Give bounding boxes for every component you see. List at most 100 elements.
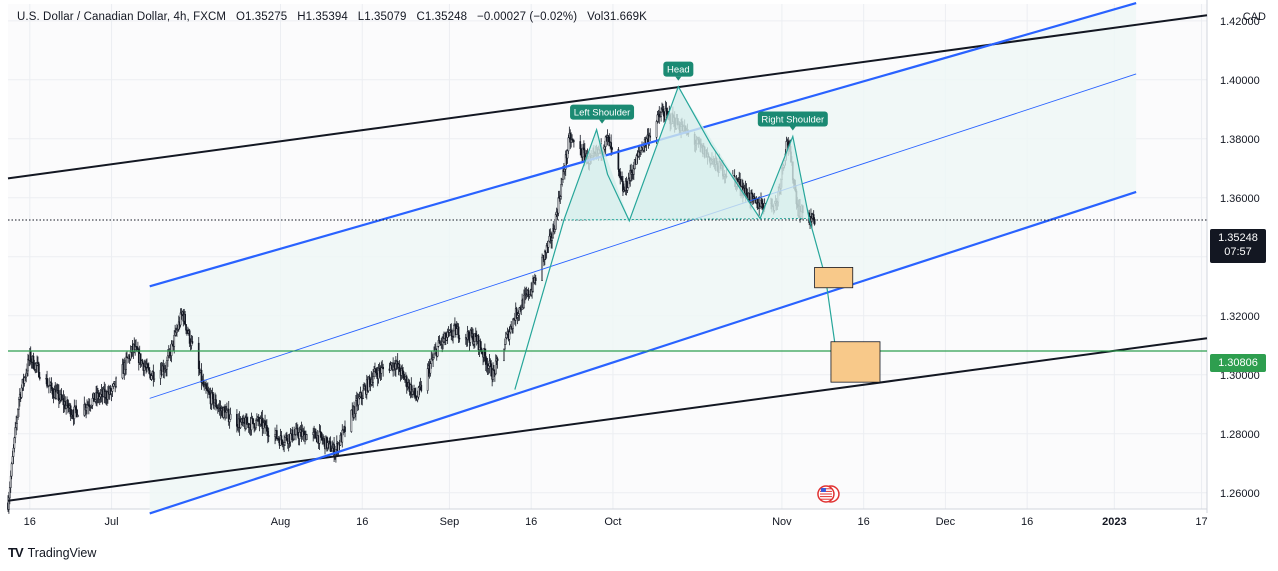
candle-body	[429, 363, 432, 374]
candle-body	[274, 434, 276, 437]
candle-body	[665, 108, 668, 112]
us-flag-canton	[820, 488, 826, 492]
candle-body	[433, 353, 435, 358]
candle-body	[649, 135, 652, 138]
candle-body	[479, 340, 482, 349]
channel-fill	[149, 3, 1137, 514]
candle-body	[382, 366, 384, 370]
candle-body	[259, 418, 262, 425]
ohlc-close-label: C	[416, 11, 425, 23]
candle-body	[583, 147, 585, 151]
candle-body	[197, 342, 200, 369]
candle-body	[38, 363, 40, 378]
candle-body	[112, 383, 115, 387]
candle-body	[170, 343, 173, 356]
ohlc-open: 1.35275	[245, 11, 288, 23]
candle-body	[166, 360, 168, 370]
candle-body	[239, 421, 242, 428]
candle-body	[129, 351, 132, 360]
volume-label: Vol	[587, 11, 604, 23]
candle-body	[25, 372, 28, 378]
candle-body	[38, 376, 41, 379]
candle-body	[619, 171, 622, 177]
candle-body	[534, 277, 537, 281]
candle-body	[527, 290, 530, 297]
candle-body	[813, 218, 816, 225]
candle-body	[362, 389, 365, 399]
candle-body	[496, 358, 499, 361]
candle-body	[375, 372, 378, 376]
symbol-title[interactable]: U.S. Dollar / Canadian Dollar, 4h, FXCM	[17, 11, 227, 23]
candle-body	[490, 363, 493, 377]
candle-body	[11, 456, 14, 465]
candle-body	[93, 392, 96, 402]
candle-body	[516, 315, 519, 318]
candle-body	[473, 341, 475, 345]
candle-body	[167, 355, 169, 361]
candle-body	[489, 360, 492, 364]
ohlc-high: 1.35394	[305, 11, 348, 23]
channel-upper-line	[149, 2, 1137, 288]
candle-body	[430, 358, 433, 364]
candle-body	[267, 435, 270, 437]
left-shoulder-label-bg	[570, 104, 635, 120]
ohlc-low: 1.35079	[364, 11, 407, 23]
candle-body	[173, 334, 176, 347]
candle-body	[203, 385, 206, 387]
candle-body	[51, 388, 54, 395]
time-tick-label: 16	[1021, 516, 1033, 528]
time-tick-label: 16	[24, 516, 36, 528]
candle-body	[474, 333, 477, 338]
candle-body	[29, 351, 32, 362]
candle-body	[301, 431, 304, 437]
candle-body	[573, 140, 575, 142]
candle-body	[610, 142, 612, 148]
candle-body	[341, 429, 344, 443]
candle-body	[484, 356, 487, 365]
candle-body	[283, 442, 285, 445]
candle-body	[330, 450, 333, 453]
candle-body	[617, 149, 620, 170]
candle-body	[236, 413, 238, 427]
tradingview-brand[interactable]: TV TradingView	[8, 545, 96, 560]
candle-body	[257, 417, 260, 422]
candle-body	[147, 367, 150, 371]
head-label-bg	[663, 61, 694, 77]
price-tick-label: 1.42000	[1220, 16, 1260, 28]
neckline	[563, 217, 810, 221]
candle-body	[620, 176, 622, 180]
support-level-badge: 1.30806	[1210, 354, 1266, 372]
candle-body	[289, 433, 292, 443]
ohlc-change: −0.00027 (−0.02%)	[477, 11, 578, 23]
candle-body	[58, 390, 60, 401]
candle-body	[547, 240, 550, 248]
candle-body	[148, 370, 151, 375]
candle-body	[420, 384, 423, 391]
candle-body	[293, 434, 295, 440]
time-tick-label: Jul	[105, 516, 119, 528]
candle-body	[20, 387, 23, 398]
candle-body	[357, 397, 360, 406]
time-tick-label: 16	[525, 516, 537, 528]
candle-body	[326, 442, 329, 449]
candle-body	[395, 363, 397, 370]
candle-body	[253, 423, 256, 429]
candle-body	[812, 214, 815, 220]
candle-body	[416, 396, 419, 401]
candle-body	[284, 437, 286, 443]
candle-body	[276, 430, 278, 439]
right-shoulder-label-text: Right Shoulder	[761, 114, 824, 125]
candle-body	[76, 409, 78, 418]
last-price-badge: 1.35248 07:57	[1210, 229, 1266, 263]
candle-body	[115, 377, 117, 387]
price-tick-label: 1.36000	[1220, 193, 1260, 205]
candle-body	[111, 386, 114, 392]
candle-body	[761, 200, 763, 205]
candle-body	[205, 384, 207, 389]
candle-body	[389, 364, 392, 371]
candle-body	[579, 141, 582, 149]
candle-body	[655, 121, 658, 138]
candle-body	[372, 376, 374, 383]
